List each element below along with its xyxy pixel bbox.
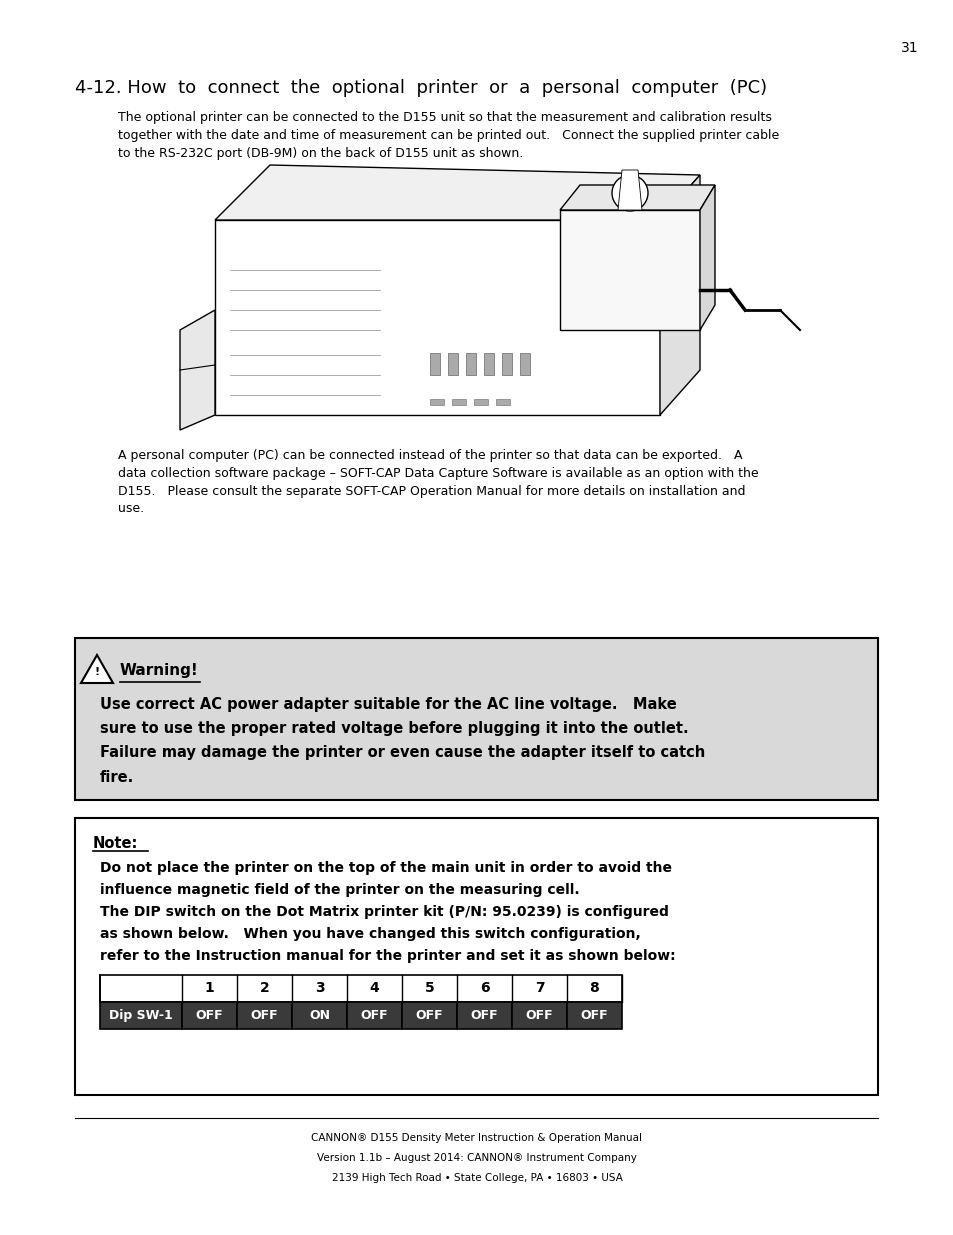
Text: to the RS-232C port (DB-9M) on the back of D155 unit as shown.: to the RS-232C port (DB-9M) on the back … [118, 147, 522, 161]
Text: ON: ON [309, 1009, 330, 1023]
Polygon shape [700, 185, 714, 330]
FancyBboxPatch shape [465, 353, 476, 375]
Polygon shape [559, 210, 700, 330]
FancyBboxPatch shape [292, 1002, 347, 1029]
Polygon shape [618, 170, 641, 210]
Polygon shape [659, 175, 700, 415]
FancyBboxPatch shape [448, 353, 457, 375]
Text: as shown below.   When you have changed this switch configuration,: as shown below. When you have changed th… [100, 927, 640, 941]
FancyBboxPatch shape [512, 1002, 566, 1029]
FancyBboxPatch shape [456, 1002, 512, 1029]
FancyBboxPatch shape [75, 818, 877, 1095]
Text: fire.: fire. [100, 769, 134, 784]
FancyBboxPatch shape [496, 399, 510, 405]
FancyBboxPatch shape [452, 399, 465, 405]
Text: Do not place the printer on the top of the main unit in order to avoid the: Do not place the printer on the top of t… [100, 861, 671, 876]
FancyBboxPatch shape [430, 353, 439, 375]
Text: refer to the Instruction manual for the printer and set it as shown below:: refer to the Instruction manual for the … [100, 948, 675, 963]
FancyBboxPatch shape [519, 353, 530, 375]
Text: OFF: OFF [416, 1009, 443, 1023]
Text: Version 1.1b – August 2014: CANNON® Instrument Company: Version 1.1b – August 2014: CANNON® Inst… [316, 1153, 637, 1163]
Polygon shape [214, 165, 700, 220]
Text: 7: 7 [534, 982, 544, 995]
Text: together with the date and time of measurement can be printed out.   Connect the: together with the date and time of measu… [118, 130, 779, 142]
FancyBboxPatch shape [236, 1002, 292, 1029]
Text: Dip SW-1: Dip SW-1 [109, 1009, 172, 1023]
Text: CANNON® D155 Density Meter Instruction & Operation Manual: CANNON® D155 Density Meter Instruction &… [312, 1132, 641, 1144]
Text: A personal computer (PC) can be connected instead of the printer so that data ca: A personal computer (PC) can be connecte… [118, 448, 741, 462]
Text: Failure may damage the printer or even cause the adapter itself to catch: Failure may damage the printer or even c… [100, 746, 704, 761]
Polygon shape [81, 655, 112, 683]
Text: OFF: OFF [580, 1009, 608, 1023]
Text: 6: 6 [479, 982, 489, 995]
Text: OFF: OFF [360, 1009, 388, 1023]
Circle shape [621, 185, 638, 201]
FancyBboxPatch shape [347, 1002, 401, 1029]
Text: The optional printer can be connected to the D155 unit so that the measurement a: The optional printer can be connected to… [118, 111, 771, 125]
Text: !: ! [94, 667, 99, 677]
Text: OFF: OFF [195, 1009, 223, 1023]
Text: data collection software package – SOFT-CAP Data Capture Software is available a: data collection software package – SOFT-… [118, 467, 758, 479]
Text: The DIP switch on the Dot Matrix printer kit (P/N: 95.0239) is configured: The DIP switch on the Dot Matrix printer… [100, 905, 668, 919]
Text: 5: 5 [424, 982, 434, 995]
Text: sure to use the proper rated voltage before plugging it into the outlet.: sure to use the proper rated voltage bef… [100, 721, 688, 736]
Text: 2: 2 [259, 982, 269, 995]
FancyBboxPatch shape [100, 1002, 182, 1029]
FancyBboxPatch shape [401, 1002, 456, 1029]
FancyBboxPatch shape [100, 974, 621, 1002]
FancyBboxPatch shape [75, 638, 877, 800]
Text: 31: 31 [901, 41, 918, 56]
Text: OFF: OFF [525, 1009, 553, 1023]
Text: D155.   Please consult the separate SOFT-CAP Operation Manual for more details o: D155. Please consult the separate SOFT-C… [118, 484, 744, 498]
Text: OFF: OFF [251, 1009, 278, 1023]
FancyBboxPatch shape [566, 1002, 621, 1029]
Text: 4-12. How  to  connect  the  optional  printer  or  a  personal  computer  (PC): 4-12. How to connect the optional printe… [75, 79, 766, 98]
FancyBboxPatch shape [483, 353, 494, 375]
Polygon shape [180, 310, 214, 430]
FancyBboxPatch shape [430, 399, 443, 405]
Text: influence magnetic field of the printer on the measuring cell.: influence magnetic field of the printer … [100, 883, 579, 897]
Text: Warning!: Warning! [120, 662, 198, 678]
Circle shape [612, 175, 647, 211]
Text: 8: 8 [589, 982, 598, 995]
Polygon shape [214, 220, 659, 415]
Text: use.: use. [118, 503, 144, 515]
Polygon shape [559, 185, 714, 210]
Text: 4: 4 [369, 982, 379, 995]
FancyBboxPatch shape [182, 1002, 236, 1029]
Text: Use correct AC power adapter suitable for the AC line voltage.   Make: Use correct AC power adapter suitable fo… [100, 698, 676, 713]
FancyBboxPatch shape [474, 399, 488, 405]
Text: 1: 1 [204, 982, 214, 995]
Text: OFF: OFF [470, 1009, 497, 1023]
FancyBboxPatch shape [501, 353, 512, 375]
Text: 2139 High Tech Road • State College, PA • 16803 • USA: 2139 High Tech Road • State College, PA … [332, 1173, 621, 1183]
Text: 3: 3 [314, 982, 324, 995]
Text: Note:: Note: [92, 836, 138, 851]
